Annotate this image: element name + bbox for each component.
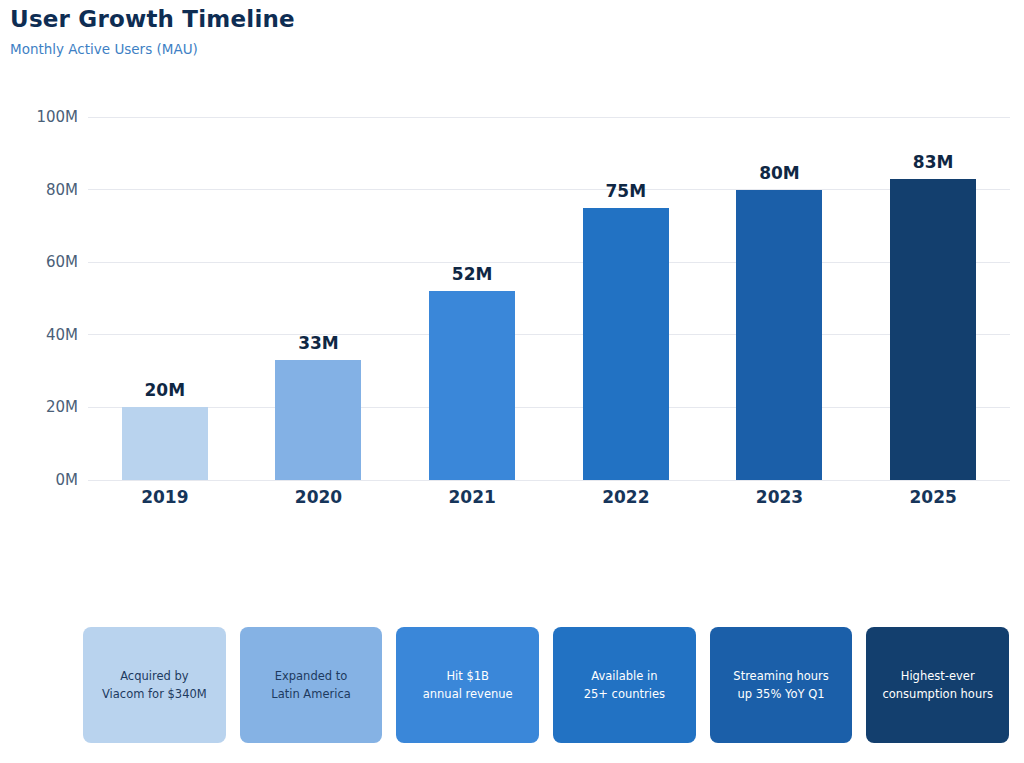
milestone-cards: Acquired byViacom for $340MExpanded toLa…: [83, 627, 1009, 743]
milestone-card-line2: Latin America: [271, 685, 351, 703]
y-tick-label: 60M: [10, 253, 78, 271]
milestone-card-line2: annual revenue: [423, 685, 513, 703]
user-growth-bar-chart: 0M 20M 40M 60M 80M 100M 20M 33M 52M 75M 80M 83M 20…: [0, 0, 1024, 530]
y-tick-label: 40M: [10, 326, 78, 344]
milestone-card-line2: Viacom for $340M: [102, 685, 207, 703]
milestone-card-4: Available in25+ countries: [553, 627, 696, 743]
bar-2022: [583, 208, 669, 480]
milestone-card-1: Acquired byViacom for $340M: [83, 627, 226, 743]
bar-group-2023: 80M: [703, 117, 857, 480]
milestone-card-3: Hit $1Bannual revenue: [396, 627, 539, 743]
milestone-card-line1: Highest-ever: [901, 667, 975, 685]
bar-group-2025: 83M: [856, 117, 1010, 480]
bar-value-label: 33M: [268, 333, 368, 353]
page: User Growth Timeline Monthly Active User…: [0, 0, 1024, 763]
milestone-card-6: Highest-everconsumption hours: [866, 627, 1009, 743]
milestone-card-line1: Available in: [591, 667, 657, 685]
x-tick-label-2019: 2019: [88, 487, 242, 507]
y-tick-label: 20M: [10, 398, 78, 416]
bar-value-label: 80M: [729, 163, 829, 183]
x-tick-label-2023: 2023: [703, 487, 857, 507]
bar-value-label: 52M: [422, 264, 522, 284]
bar-2021: [429, 291, 515, 480]
y-tick-label: 0M: [10, 471, 78, 489]
bar-group-2021: 52M: [395, 117, 549, 480]
milestone-card-line1: Streaming hours: [733, 667, 828, 685]
milestone-card-line1: Hit $1B: [446, 667, 489, 685]
milestone-card-2: Expanded toLatin America: [240, 627, 383, 743]
bar-2023: [736, 190, 822, 480]
bar-group-2019: 20M: [88, 117, 242, 480]
bar-2020: [275, 360, 361, 480]
bar-2025: [890, 179, 976, 480]
bar-2019: [122, 407, 208, 480]
x-tick-label-2022: 2022: [549, 487, 703, 507]
x-tick-label-2020: 2020: [242, 487, 396, 507]
milestone-card-5: Streaming hoursup 35% YoY Q1: [710, 627, 853, 743]
bar-value-label: 83M: [883, 152, 983, 172]
milestone-card-line2: up 35% YoY Q1: [738, 685, 825, 703]
milestone-card-line2: 25+ countries: [584, 685, 665, 703]
plot-area: 20M 33M 52M 75M 80M 83M: [88, 117, 1010, 480]
y-axis-labels: 0M20M40M60M80M100M: [10, 117, 78, 480]
y-tick-label: 80M: [10, 181, 78, 199]
bar-value-label: 75M: [576, 181, 676, 201]
y-tick-label: 100M: [10, 108, 78, 126]
milestone-card-line1: Acquired by: [120, 667, 188, 685]
milestone-card-line1: Expanded to: [275, 667, 348, 685]
bar-value-label: 20M: [115, 380, 215, 400]
x-tick-label-2025: 2025: [856, 487, 1010, 507]
x-tick-label-2021: 2021: [395, 487, 549, 507]
bar-group-2022: 75M: [549, 117, 703, 480]
milestone-card-line2: consumption hours: [882, 685, 992, 703]
bar-group-2020: 33M: [242, 117, 396, 480]
